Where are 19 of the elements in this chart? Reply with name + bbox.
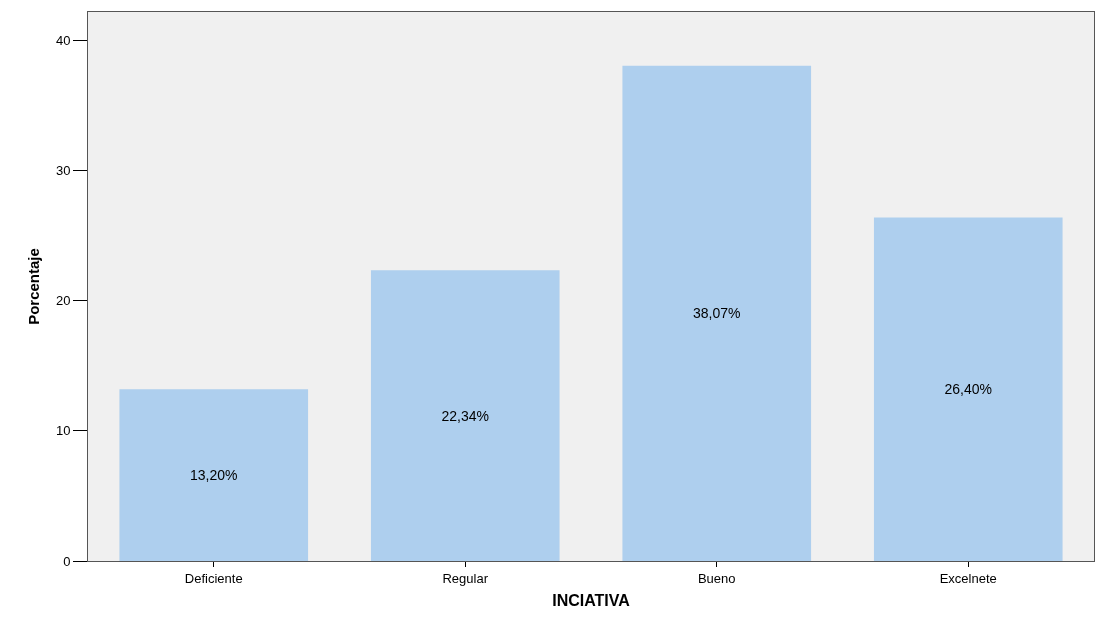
data-label: 22,34% [441,407,489,424]
y-tick-label: 10 [55,423,71,439]
x-tick-label: Excelnete [939,570,997,586]
x-tick-label: Regular [442,570,489,586]
y-axis-title: Porcentaje [25,248,43,325]
bar [119,389,309,561]
data-label: 26,40% [944,381,992,398]
x-axis-title: INCIATIVA [552,592,631,610]
y-tick-label: 20 [55,293,71,309]
bar [873,217,1063,561]
y-tick-label: 0 [63,553,71,569]
y-tick-label: 30 [55,163,71,179]
data-label: 38,07% [693,305,741,322]
bar [622,65,812,561]
data-label: 13,20% [190,467,238,484]
x-tick-label: Deficiente [184,570,243,586]
bar [370,270,560,561]
y-tick-label: 40 [55,33,71,49]
x-tick-label: Bueno [697,570,736,586]
